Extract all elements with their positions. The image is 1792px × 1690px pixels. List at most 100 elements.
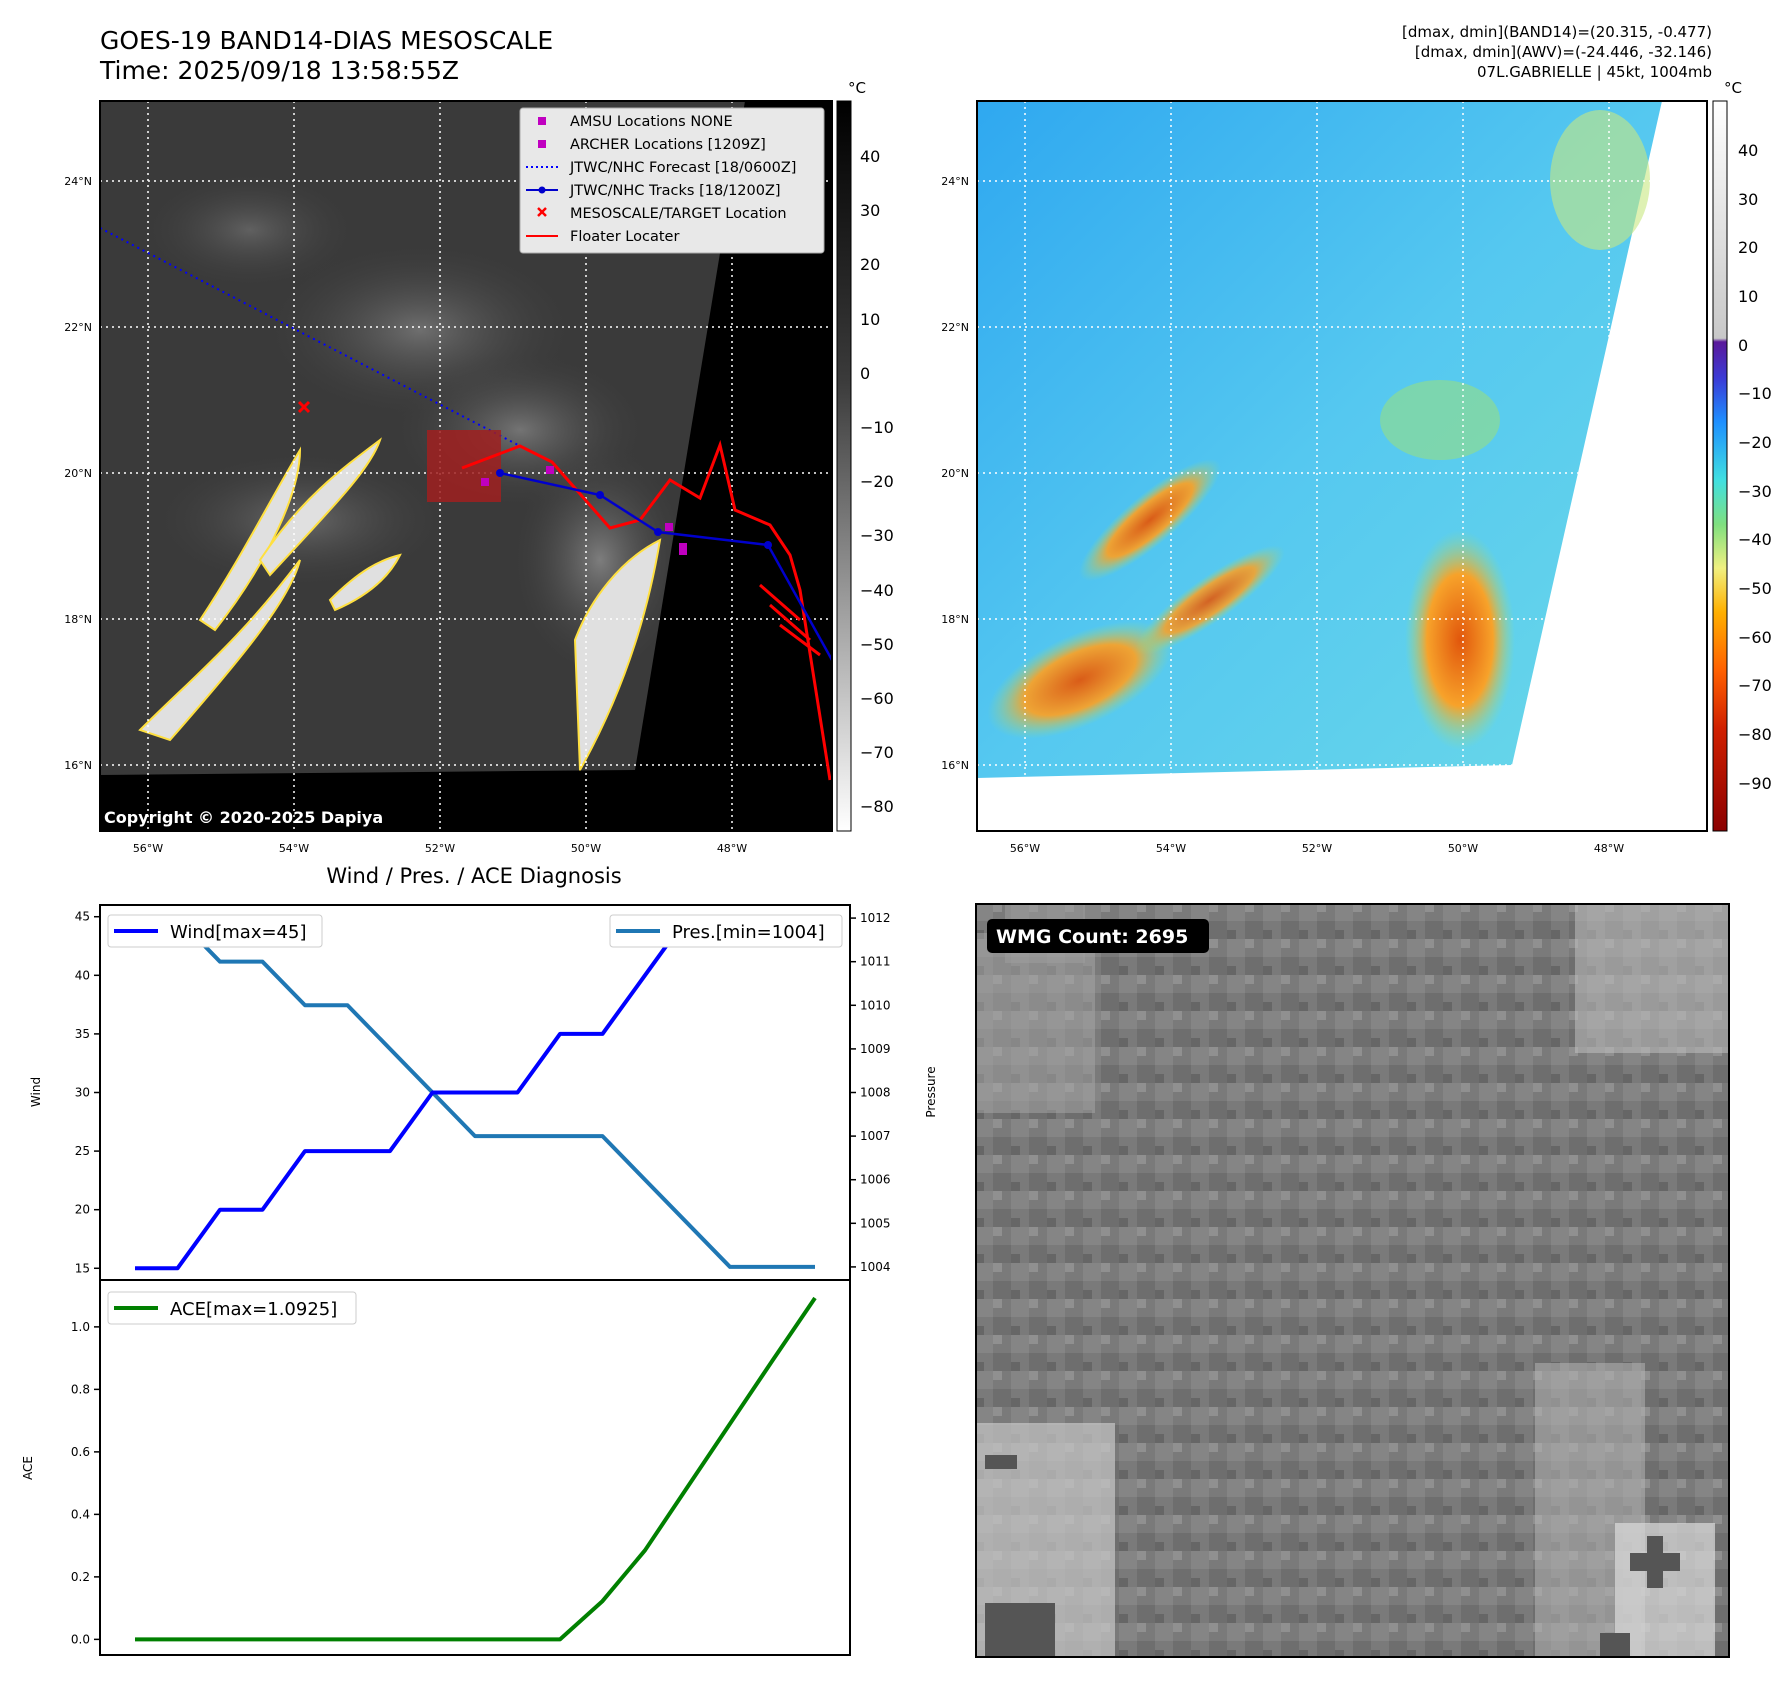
tick-label: 45 <box>75 910 90 924</box>
tick-label: 35 <box>75 1027 90 1041</box>
svg-text:16°N: 16°N <box>64 759 92 772</box>
svg-text:−10: −10 <box>1738 384 1772 403</box>
tick-label: 1007 <box>860 1129 891 1143</box>
awv-map-panel <box>976 100 1708 832</box>
svg-text:24°N: 24°N <box>64 175 92 188</box>
svg-text:50°W: 50°W <box>571 842 601 855</box>
archer-markers <box>481 466 687 555</box>
svg-text:20: 20 <box>1738 238 1758 257</box>
color-colorbar-ticks: 40 30 20 10 0 −10 −20 −30 −40 −50 −60 −7… <box>1738 141 1772 793</box>
svg-text:22°N: 22°N <box>941 321 969 334</box>
wmg-count-label: WMG Count: 2695 <box>996 926 1188 948</box>
svg-text:0: 0 <box>1738 336 1748 355</box>
svg-text:48°W: 48°W <box>717 842 747 855</box>
floater-locater-line <box>461 439 832 781</box>
awv-lat-labels: 24°N 22°N 20°N 18°N 16°N <box>941 175 969 772</box>
tick-label: 40 <box>75 968 90 982</box>
figure-info-block: [dmax, dmin](BAND14)=(20.315, -0.477) [d… <box>1402 22 1712 82</box>
svg-text:54°W: 54°W <box>279 842 309 855</box>
svg-text:16°N: 16°N <box>941 759 969 772</box>
pressure-axis-label: Pressure <box>924 1066 938 1117</box>
ace-legend: ACE[max=1.0925] <box>107 1291 357 1325</box>
awv-lon-labels: 56°W 54°W 52°W 50°W 48°W <box>1010 842 1624 855</box>
ir-lon-labels: 56°W 54°W 52°W 50°W 48°W <box>133 842 747 855</box>
svg-text:40: 40 <box>1738 141 1758 160</box>
copyright-text: Copyright © 2020-2025 Dapiya <box>104 808 383 827</box>
awv-range: [dmax, dmin](AWV)=(-24.446, -32.146) <box>1414 43 1712 61</box>
tick-label: 0.6 <box>71 1445 90 1459</box>
svg-text:10: 10 <box>860 310 880 329</box>
svg-text:°C: °C <box>1724 79 1742 97</box>
svg-text:Wind[max=45]: Wind[max=45] <box>170 922 307 943</box>
svg-text:−50: −50 <box>860 635 894 654</box>
tick-label: 0.4 <box>71 1507 90 1521</box>
tick-label: 15 <box>75 1261 90 1275</box>
svg-text:10: 10 <box>1738 287 1758 306</box>
svg-text:Pres.[min=1004]: Pres.[min=1004] <box>672 922 825 943</box>
svg-text:−30: −30 <box>1738 482 1772 501</box>
svg-text:20: 20 <box>860 255 880 274</box>
color-colorbar: °C 40 30 20 10 0 −10 −20 −30 −40 −50 −60… <box>1712 79 1772 832</box>
wind-axis-label: Wind <box>29 1077 43 1107</box>
ace-axis-ticks: 0.0 0.2 0.4 0.6 0.8 1.0 <box>71 1320 100 1646</box>
tick-label: 20 <box>75 1203 90 1217</box>
svg-text:54°W: 54°W <box>1156 842 1186 855</box>
convective-bands <box>138 437 662 774</box>
ir-map-legend: AMSU Locations NONE ARCHER Locations [12… <box>519 107 825 254</box>
legend-amsu: AMSU Locations NONE <box>570 114 733 130</box>
svg-text:−40: −40 <box>1738 530 1772 549</box>
svg-text:24°N: 24°N <box>941 175 969 188</box>
svg-text:20°N: 20°N <box>941 467 969 480</box>
tick-label: 1008 <box>860 1086 891 1100</box>
diagnosis-chart: Wind / Pres. / ACE Diagnosis 15 20 25 30 35 4… <box>21 864 938 1656</box>
svg-text:°C: °C <box>848 79 866 97</box>
gray-colorbar-ticks: 40 30 20 10 0 −10 −20 −30 −40 −50 −60 −7… <box>860 147 894 816</box>
svg-text:50°W: 50°W <box>1448 842 1478 855</box>
diagnosis-title: Wind / Pres. / ACE Diagnosis <box>326 864 621 888</box>
svg-text:−30: −30 <box>860 526 894 545</box>
target-marker <box>297 400 311 414</box>
legend-mesoscale: MESOSCALE/TARGET Location <box>570 206 787 222</box>
svg-text:−70: −70 <box>1738 676 1772 695</box>
band14-range: [dmax, dmin](BAND14)=(20.315, -0.477) <box>1401 23 1712 41</box>
tick-label: 0.2 <box>71 1570 90 1584</box>
svg-text:−80: −80 <box>1738 725 1772 744</box>
svg-text:18°N: 18°N <box>941 613 969 626</box>
tick-label: 1009 <box>860 1042 891 1056</box>
tick-label: 1.0 <box>71 1320 90 1334</box>
svg-text:−20: −20 <box>1738 433 1772 452</box>
tick-label: 1005 <box>860 1216 891 1230</box>
svg-text:ACE[max=1.0925]: ACE[max=1.0925] <box>170 1299 337 1320</box>
legend-tracks: JTWC/NHC Tracks [18/1200Z] <box>569 183 781 199</box>
svg-text:52°W: 52°W <box>1302 842 1332 855</box>
svg-text:56°W: 56°W <box>1010 842 1040 855</box>
wmg-count-badge <box>987 919 1209 953</box>
tick-label: 0.8 <box>71 1382 90 1396</box>
tick-label: 1010 <box>860 998 891 1012</box>
tick-label: 30 <box>75 1086 90 1100</box>
tick-label: 1004 <box>860 1260 891 1274</box>
legend-forecast: JTWC/NHC Forecast [18/0600Z] <box>569 160 796 176</box>
pressure-axis-ticks: 1004 1005 1006 1007 1008 1009 1010 1011 1012 <box>850 911 891 1274</box>
svg-text:−10: −10 <box>860 418 894 437</box>
wind-legend: Wind[max=45] <box>107 914 323 948</box>
ir-lat-labels: 24°N 22°N 20°N 18°N 16°N <box>64 175 92 772</box>
svg-text:−80: −80 <box>860 797 894 816</box>
svg-text:30: 30 <box>860 201 880 220</box>
wind-axis-ticks: 15 20 25 30 35 40 45 <box>75 910 100 1275</box>
ir-map-svg: 24°N 22°N 20°N 18°N 16°N 56°W 54°W 52°W … <box>64 79 1772 855</box>
figure-title-block: GOES-19 BAND14-DIAS MESOSCALE Time: 2025… <box>100 26 553 86</box>
forecast-track-line <box>99 227 521 447</box>
svg-text:20°N: 20°N <box>64 467 92 480</box>
svg-text:−60: −60 <box>1738 628 1772 647</box>
svg-text:−40: −40 <box>860 581 894 600</box>
tick-label: 1011 <box>860 955 891 969</box>
tick-label: 1012 <box>860 911 891 925</box>
off-scan-region-bottom <box>100 770 635 831</box>
ace-axes <box>99 1279 851 1656</box>
wmg-panel: WMG Count: 2695 <box>975 903 1730 1658</box>
svg-text:−70: −70 <box>860 743 894 762</box>
storm-info: 07L.GABRIELLE | 45kt, 1004mb <box>1477 63 1712 81</box>
svg-text:−20: −20 <box>860 472 894 491</box>
legend-archer: ARCHER Locations [1209Z] <box>570 137 766 153</box>
